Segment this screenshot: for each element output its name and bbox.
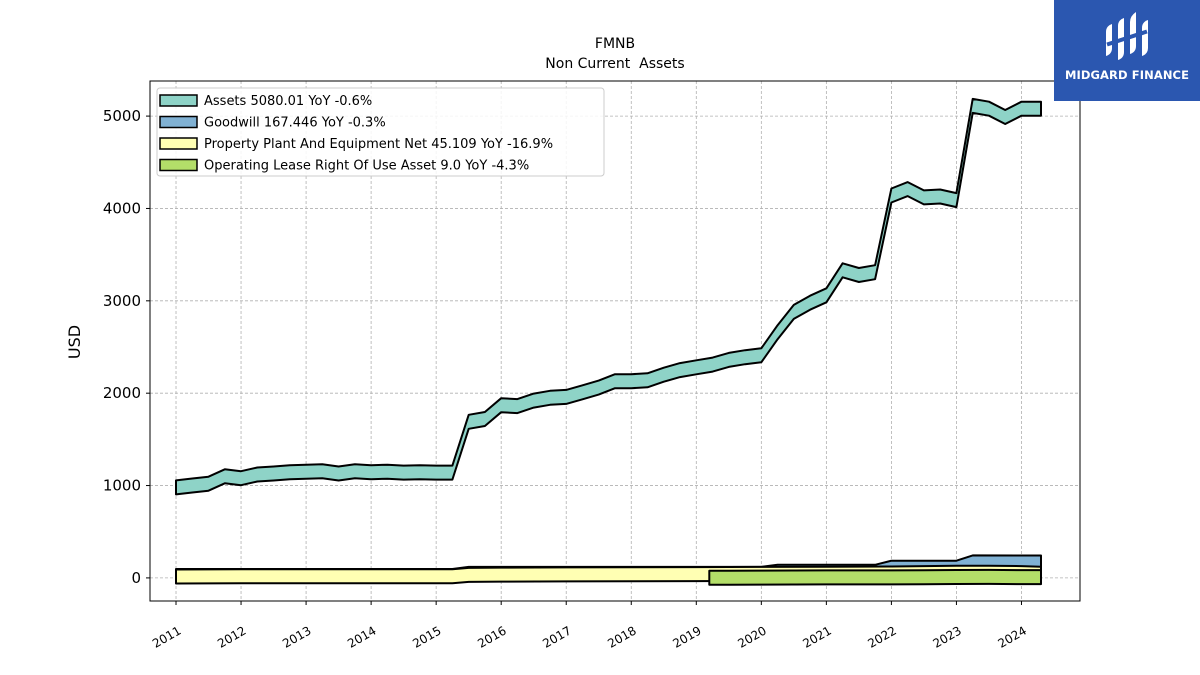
y-tick-label: 4000 <box>103 199 141 217</box>
legend-label: Property Plant And Equipment Net 45.109 … <box>204 137 553 152</box>
x-tick-label: 2011 <box>150 623 183 650</box>
x-tick-label: 2017 <box>540 623 573 650</box>
y-tick-label: 1000 <box>103 477 141 495</box>
logo-icon <box>1106 12 1148 60</box>
y-tick-label: 3000 <box>103 292 141 310</box>
y-tick-label: 2000 <box>103 384 141 402</box>
x-tick-label: 2015 <box>410 623 443 650</box>
x-tick-label: 2022 <box>865 623 898 650</box>
y-tick-label: 0 <box>131 569 141 587</box>
series-area-3 <box>708 568 1042 586</box>
x-tick-label: 2019 <box>670 623 703 650</box>
series-layer <box>175 97 1042 586</box>
x-tick-label: 2021 <box>800 623 833 650</box>
x-tick-label: 2014 <box>345 623 378 650</box>
legend-swatch <box>159 115 198 129</box>
legend-swatch <box>159 94 198 107</box>
x-tick-label: 2023 <box>930 623 963 650</box>
y-tick-label: 5000 <box>103 107 141 125</box>
y-axis-ticks: 0 1000 2000 3000 4000 5000 <box>103 107 150 587</box>
x-tick-label: 2016 <box>475 623 508 650</box>
legend-label: Assets 5080.01 YoY -0.6% <box>204 94 372 109</box>
legend-swatch <box>159 158 198 172</box>
x-tick-label: 2024 <box>996 623 1029 650</box>
y-axis-label: USD <box>65 325 84 359</box>
legend-box <box>156 87 605 177</box>
x-tick-label: 2013 <box>280 623 313 650</box>
x-tick-label: 2020 <box>735 623 768 650</box>
legend-swatch <box>159 137 198 150</box>
x-tick-label: 2012 <box>215 623 248 650</box>
plot-frame <box>149 80 1081 602</box>
legend-label: Goodwill 167.446 YoY -0.3% <box>204 116 386 131</box>
logo-text: MIDGARD FINANCE <box>1064 68 1190 82</box>
chart-subtitle: Non Current Assets <box>545 56 684 72</box>
x-tick-label: 2018 <box>605 623 638 650</box>
series-area-0 <box>175 97 1042 496</box>
legend: Assets 5080.01 YoY -0.6% Goodwill 167.446… <box>156 87 605 177</box>
brand-logo: MIDGARD FINANCE <box>1054 0 1200 101</box>
legend-label: Operating Lease Right Of Use Asset 9.0 Y… <box>204 159 529 174</box>
x-axis-ticks: 2011 2012 2013 2014 2015 2016 2017 2018 2019 2020… <box>150 601 1029 651</box>
chart-title: FMNB <box>595 36 635 52</box>
